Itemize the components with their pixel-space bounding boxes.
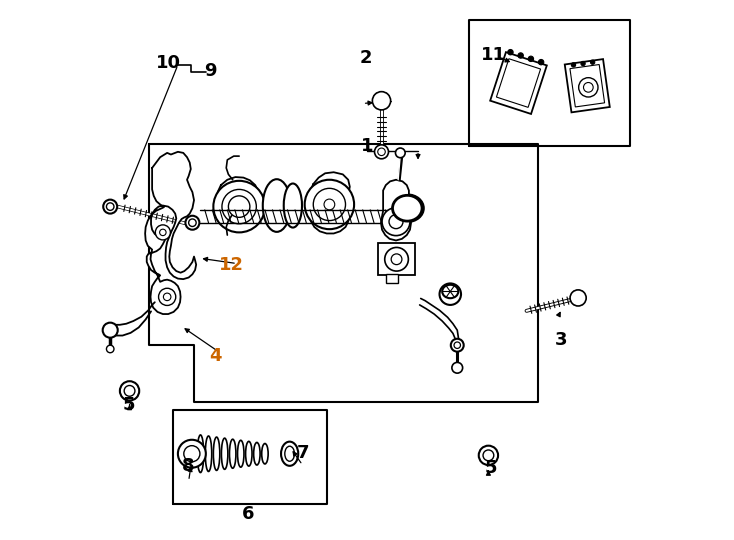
Text: 10: 10 bbox=[156, 54, 181, 72]
Circle shape bbox=[222, 190, 256, 224]
Circle shape bbox=[120, 381, 139, 401]
Circle shape bbox=[372, 92, 390, 110]
Circle shape bbox=[184, 446, 200, 462]
Text: 2: 2 bbox=[359, 49, 371, 67]
Circle shape bbox=[539, 59, 544, 65]
Text: 7: 7 bbox=[297, 444, 309, 462]
Ellipse shape bbox=[442, 285, 458, 298]
Polygon shape bbox=[381, 180, 411, 240]
Ellipse shape bbox=[391, 195, 424, 221]
Circle shape bbox=[305, 180, 354, 229]
Ellipse shape bbox=[214, 437, 219, 470]
Circle shape bbox=[106, 345, 114, 353]
Text: 4: 4 bbox=[209, 347, 222, 365]
Polygon shape bbox=[490, 52, 547, 114]
Circle shape bbox=[186, 216, 200, 229]
Circle shape bbox=[584, 83, 593, 92]
Circle shape bbox=[581, 62, 585, 66]
Text: 1: 1 bbox=[360, 138, 374, 156]
Circle shape bbox=[159, 229, 166, 235]
Circle shape bbox=[382, 208, 410, 235]
Ellipse shape bbox=[230, 439, 236, 468]
Circle shape bbox=[385, 247, 408, 271]
Text: 8: 8 bbox=[182, 457, 195, 475]
Circle shape bbox=[451, 339, 464, 352]
Ellipse shape bbox=[263, 179, 291, 232]
Ellipse shape bbox=[197, 435, 203, 472]
Bar bbox=[378, 243, 415, 275]
Ellipse shape bbox=[393, 195, 422, 221]
Polygon shape bbox=[145, 152, 196, 314]
Circle shape bbox=[570, 290, 586, 306]
Text: 9: 9 bbox=[204, 62, 217, 80]
Circle shape bbox=[228, 196, 250, 218]
Ellipse shape bbox=[222, 438, 228, 469]
Circle shape bbox=[452, 362, 462, 373]
Circle shape bbox=[518, 53, 523, 58]
Circle shape bbox=[454, 342, 460, 348]
Text: 12: 12 bbox=[219, 255, 244, 274]
Ellipse shape bbox=[254, 442, 260, 465]
Ellipse shape bbox=[281, 442, 298, 466]
Text: 3: 3 bbox=[555, 331, 567, 349]
Circle shape bbox=[440, 284, 461, 305]
Circle shape bbox=[164, 293, 171, 301]
Circle shape bbox=[324, 199, 335, 210]
Ellipse shape bbox=[262, 443, 268, 464]
Circle shape bbox=[103, 200, 117, 214]
Circle shape bbox=[156, 225, 170, 240]
Circle shape bbox=[508, 50, 513, 55]
Circle shape bbox=[528, 56, 534, 62]
Text: 11: 11 bbox=[481, 46, 506, 64]
Circle shape bbox=[483, 450, 494, 461]
Circle shape bbox=[233, 201, 244, 212]
Text: 6: 6 bbox=[241, 505, 254, 523]
Circle shape bbox=[378, 148, 385, 156]
Circle shape bbox=[396, 148, 405, 158]
Bar bbox=[386, 274, 398, 284]
Text: 5: 5 bbox=[484, 458, 497, 477]
Circle shape bbox=[178, 440, 206, 468]
Polygon shape bbox=[496, 59, 540, 107]
Polygon shape bbox=[570, 64, 605, 107]
Circle shape bbox=[479, 446, 498, 465]
Circle shape bbox=[159, 288, 175, 306]
Polygon shape bbox=[564, 59, 610, 112]
Circle shape bbox=[313, 188, 346, 220]
Ellipse shape bbox=[238, 440, 244, 467]
Ellipse shape bbox=[246, 441, 252, 466]
Circle shape bbox=[389, 215, 403, 228]
Circle shape bbox=[124, 386, 135, 396]
Ellipse shape bbox=[284, 184, 302, 227]
Ellipse shape bbox=[206, 436, 211, 471]
Circle shape bbox=[571, 63, 575, 67]
Circle shape bbox=[391, 254, 402, 265]
Circle shape bbox=[189, 219, 196, 226]
Text: 5: 5 bbox=[123, 396, 135, 414]
Circle shape bbox=[578, 78, 598, 97]
Circle shape bbox=[374, 145, 388, 159]
Ellipse shape bbox=[285, 446, 294, 461]
Circle shape bbox=[590, 60, 595, 64]
Circle shape bbox=[106, 203, 114, 211]
Circle shape bbox=[214, 181, 265, 232]
Circle shape bbox=[103, 322, 117, 338]
